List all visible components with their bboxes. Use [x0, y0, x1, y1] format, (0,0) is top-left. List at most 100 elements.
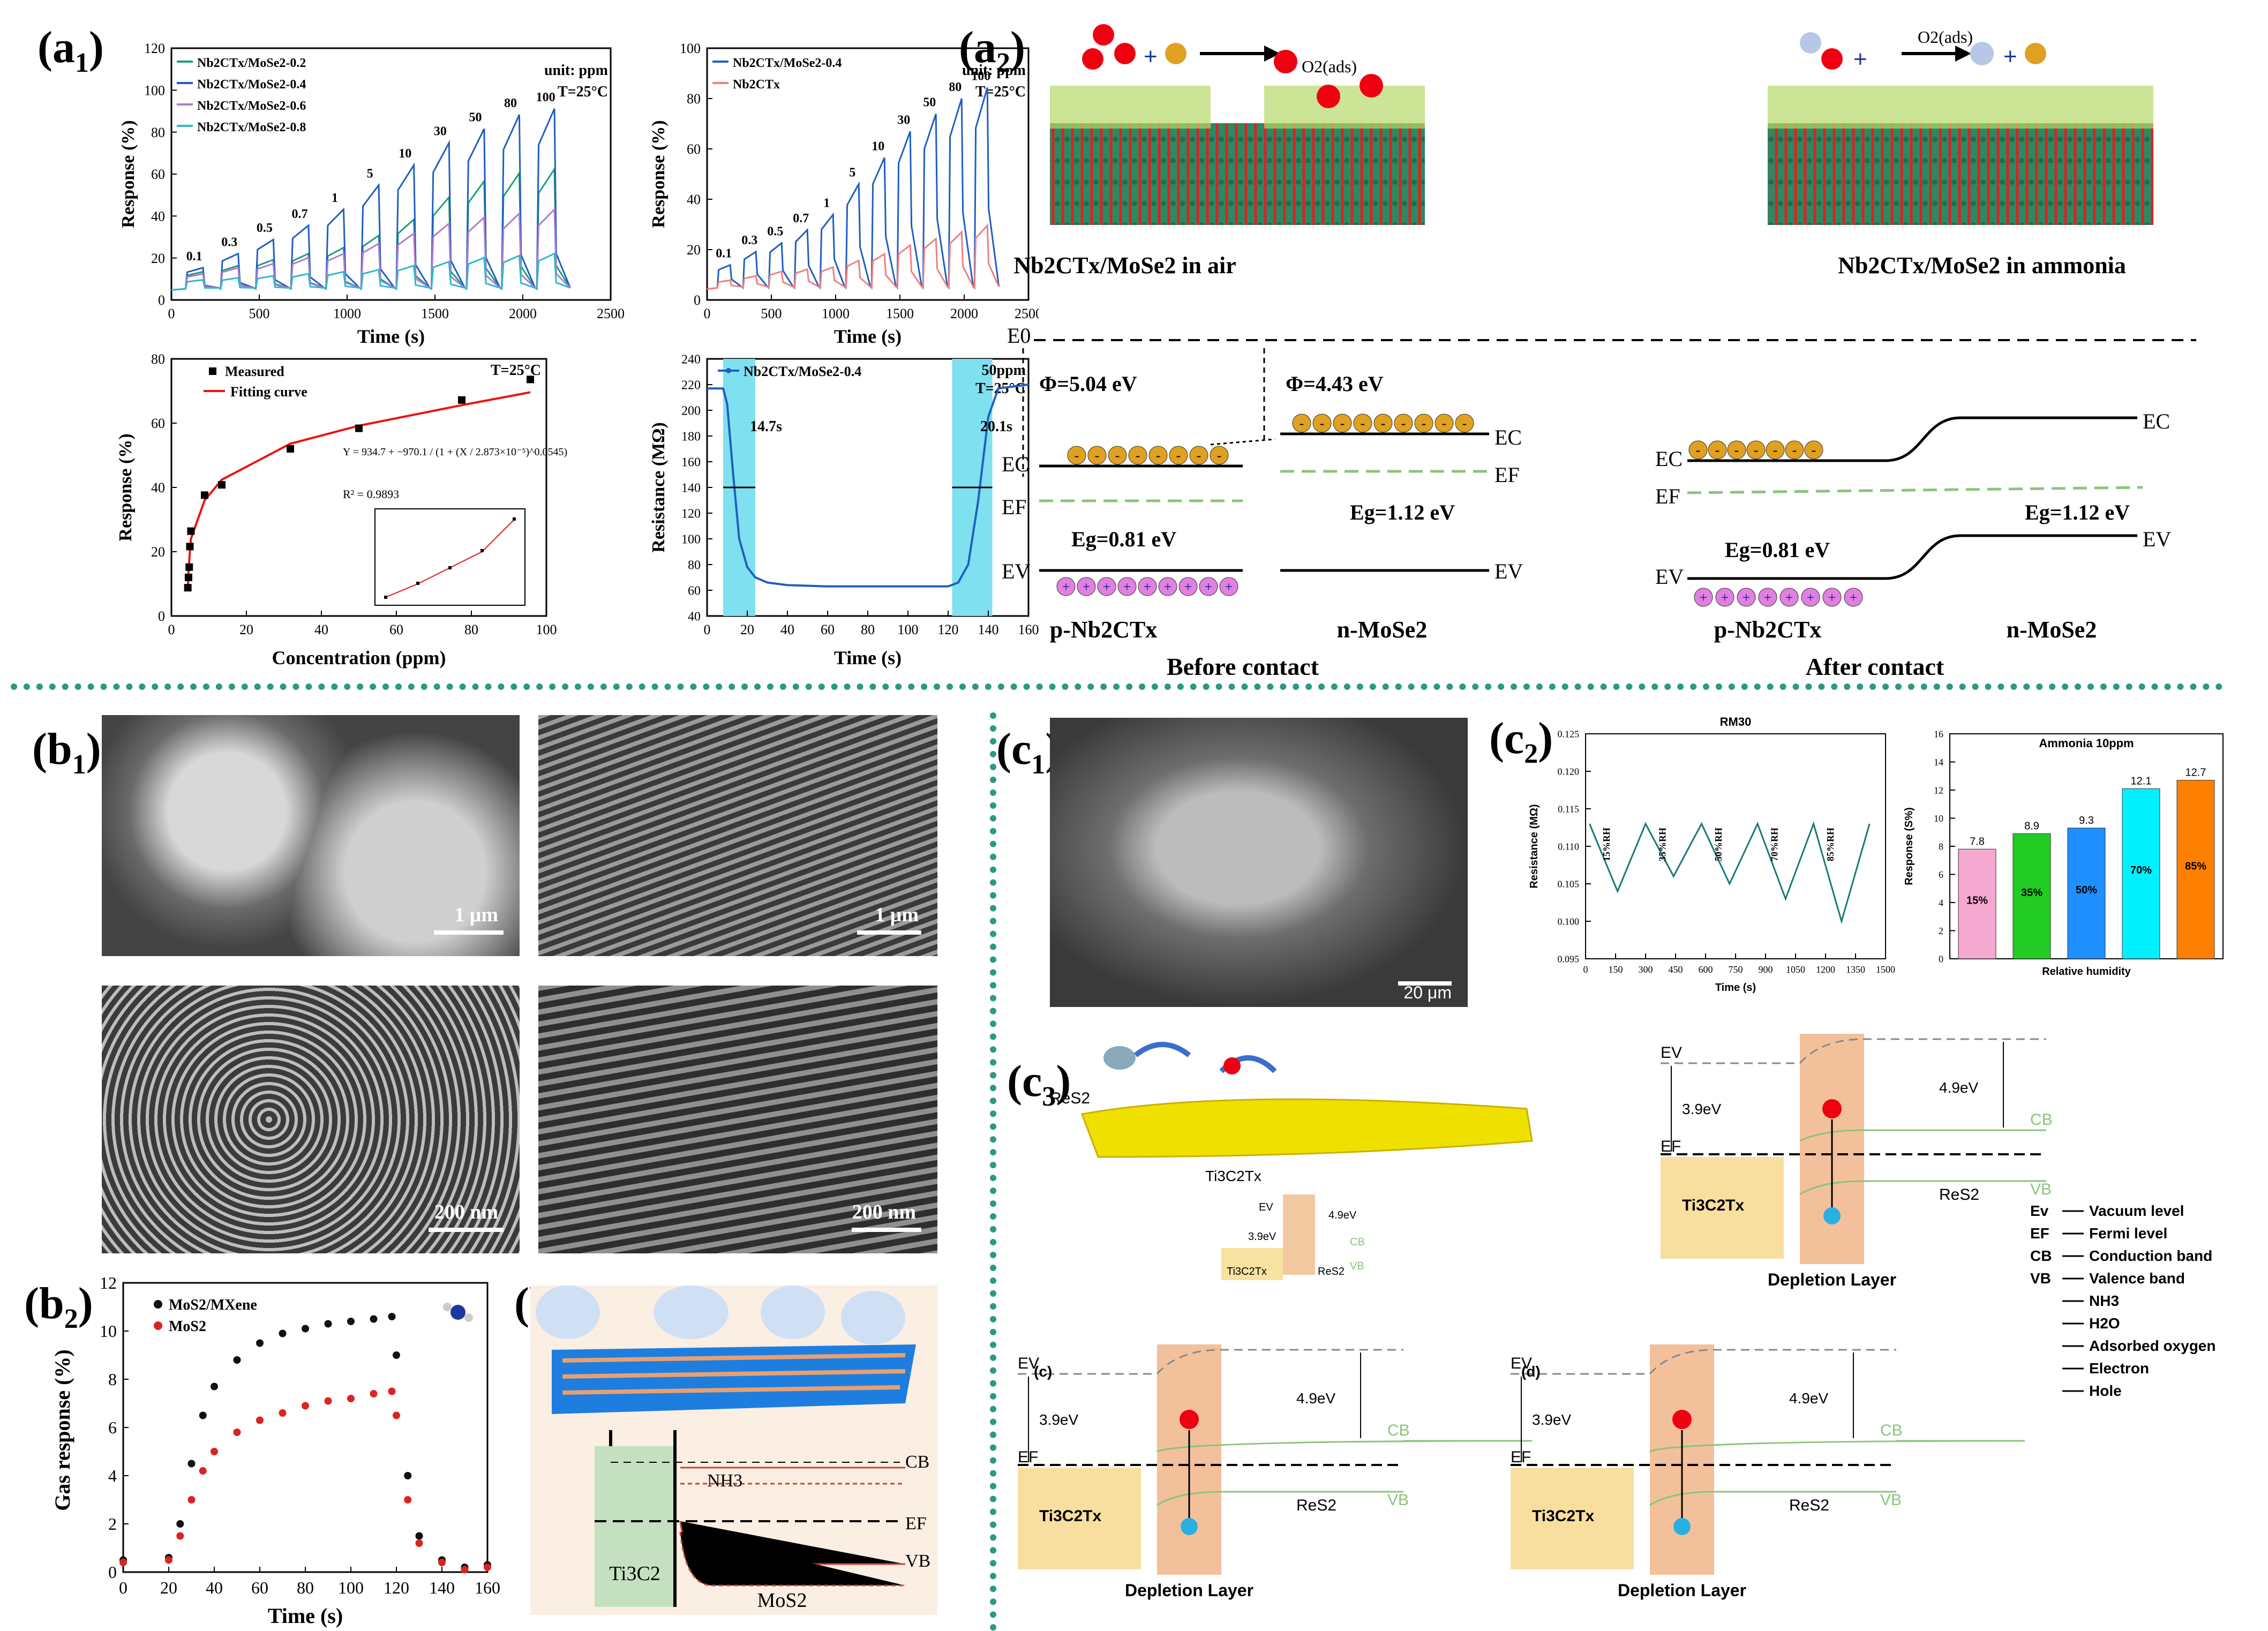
a1-tr-conc-label: 1 [823, 197, 830, 211]
c2r-ytick: 14 [1934, 757, 1943, 768]
a2-ef-3: EF [1655, 484, 1680, 508]
electron-icon [1108, 446, 1127, 465]
c2-right-chart: Ammonia 10ppm Response (S%) Relative hum… [1903, 728, 2224, 978]
b3-ti3c2: Ti3C2 [609, 1562, 660, 1585]
c2-right-bar [2122, 788, 2160, 959]
a1-tr-ytick: 60 [687, 141, 701, 157]
c3-vb-s: VB [1350, 1260, 1364, 1272]
c3-diagram-a: EV EF 3.9eV 4.9eV CB VB Ti3C2Tx ReS2 Depletion L… [1661, 1034, 2053, 1289]
c3-cb-label: CB [1880, 1422, 1903, 1439]
b2-ytick: 2 [108, 1514, 117, 1534]
electron-icon [1435, 414, 1454, 433]
a1-bl-inset [374, 508, 525, 606]
svg-text:-: - [1401, 416, 1406, 431]
c3-e39-s: 3.9eV [1248, 1231, 1276, 1243]
a1-br-ytick: 140 [681, 481, 701, 495]
a1-br-xtick: 20 [740, 622, 754, 637]
svg-text:-: - [1156, 448, 1161, 463]
a1-tl-conc-label: 10 [399, 147, 411, 161]
c2l-ytick: 0.100 [1558, 916, 1580, 927]
svg-text:+: + [1764, 590, 1772, 605]
hole-icon [1822, 588, 1842, 607]
a1-bl-equation: Y = 934.7 + −970.1 / (1 + (X / 2.873×10⁻… [343, 446, 567, 458]
svg-text:-: - [1754, 442, 1759, 458]
c3-ti3c2tx-region [1661, 1157, 1784, 1259]
b3-mos2: MoS2 [757, 1589, 807, 1612]
c3-ev-label: EV [1511, 1355, 1532, 1372]
a2-o2ads-2: O2(ads) [1918, 27, 1973, 47]
a1-bl-point [527, 375, 534, 384]
electron-icon [1087, 446, 1107, 465]
a1-bl-ytick: 20 [151, 544, 165, 560]
c3-res2-s: ReS2 [1318, 1266, 1345, 1277]
c2r-ytick: 16 [1934, 728, 1943, 739]
electron-icon [1455, 414, 1474, 433]
a2-ef-1: EF [1002, 495, 1027, 519]
a1-bl-point [287, 445, 294, 453]
svg-text:-: - [1812, 442, 1816, 458]
a1-tl-ytick: 60 [151, 167, 165, 182]
c2-right-bar-category: 85% [2185, 860, 2206, 872]
electron-icon [1373, 414, 1393, 433]
c3-ti3c2tx-region [1511, 1468, 1634, 1569]
hole-icon [1138, 577, 1157, 596]
a1-tr-conc-label: 5 [849, 166, 855, 179]
svg-text:+: + [1743, 590, 1751, 605]
a1-br-legend: Nb2CTx/MoSe2-0.4 [744, 364, 861, 379]
c3-legend-text: Hole [2089, 1382, 2122, 1399]
a1-tl-xtick: 500 [249, 306, 270, 321]
c3-res2-label: ReS2 [1789, 1497, 1829, 1514]
c3-ev-label: EV [1018, 1355, 1039, 1372]
a1-tr-conc-label: 0.7 [793, 212, 809, 226]
c2l-xtick: 750 [1729, 964, 1743, 975]
electron-icon [1766, 440, 1785, 460]
b2-xlabel: Time (s) [268, 1604, 343, 1628]
a1-tl-conc-label: 0.3 [221, 236, 237, 250]
c3-ti3c2tx-1: Ti3C2Tx [1205, 1168, 1261, 1184]
c3-e49-s: 4.9eV [1328, 1209, 1357, 1221]
a1-bl-legend-measured: Measured [225, 364, 284, 379]
c2l-xtick: 1050 [1786, 964, 1805, 975]
c2-left-ylabel: Resistance (MΩ) [1528, 804, 1540, 888]
b2-point [176, 1520, 184, 1528]
c2-charts: RM30 Resistance (MΩ) Time (s) 0.095 0.100… [1528, 715, 2224, 994]
a1-br-ytick: 120 [681, 507, 701, 521]
b2-point [211, 1448, 218, 1455]
electron-icon [1727, 440, 1746, 460]
c3-ti3c2tx-label: Ti3C2Tx [1682, 1197, 1744, 1214]
a1-br-conc: 50ppm [982, 362, 1026, 379]
a1-br-xtick: 140 [978, 622, 999, 637]
b2-xtick: 160 [475, 1578, 500, 1597]
b2-point [370, 1390, 378, 1397]
electron-icon [1804, 440, 1823, 460]
a1-bl-ytick: 60 [151, 416, 165, 431]
a2-p-label-1: p-Nb2CTx [1050, 617, 1158, 643]
a1-tr-xtick: 500 [761, 306, 782, 321]
b2-ytick: 8 [108, 1370, 117, 1389]
b1-scale-3: 200 nm [434, 1201, 498, 1223]
a1-tl-xtick: 1500 [421, 306, 449, 321]
hole-icon [1779, 588, 1799, 607]
c3-res2-1: ReS2 [1050, 1089, 1090, 1107]
hole-icon [1715, 588, 1734, 607]
a1-tl-ytick: 80 [151, 125, 165, 140]
svg-text:-: - [1197, 448, 1201, 463]
c3-ti3c2tx-region [1018, 1468, 1141, 1569]
a2-air-slab [1050, 123, 1425, 225]
c2-right-bar [1958, 848, 1996, 959]
a1-tl-xtick: 2000 [509, 306, 537, 321]
electron-icon [1823, 1207, 1841, 1224]
b2-point [256, 1416, 264, 1424]
c3-cb-label: CB [1387, 1422, 1410, 1439]
horizontal-divider [11, 683, 2223, 690]
c2-left-rh-label: 70%RH [1769, 828, 1779, 861]
a1-tl-series [171, 108, 571, 291]
c3-ev-s: EV [1259, 1201, 1273, 1213]
b2-point [347, 1395, 355, 1402]
c3-vb-label: VB [1387, 1491, 1409, 1509]
a1-br-ytick: 220 [681, 378, 701, 392]
c3-ti3c2tx-label: Ti3C2Tx [1532, 1507, 1594, 1525]
b2-point [393, 1351, 400, 1359]
c3-legend-text: Electron [2089, 1360, 2149, 1377]
